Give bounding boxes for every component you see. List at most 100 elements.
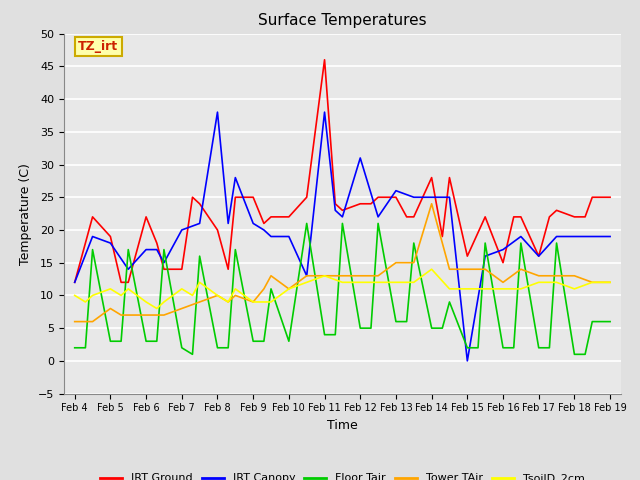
TsoilD_2cm (445, 286, 453, 292)
Tower TAir (321, 273, 328, 279)
IRT Canopy (178, 227, 186, 233)
IRT Canopy (553, 234, 561, 240)
TsoilD_2cm (81, 299, 89, 305)
Floor Tair (106, 338, 114, 344)
IRT Canopy (588, 234, 596, 240)
Line: IRT Ground: IRT Ground (75, 60, 610, 282)
IRT Ground (250, 194, 257, 200)
IRT Canopy (89, 234, 97, 240)
Tower TAir (356, 273, 364, 279)
TsoilD_2cm (339, 279, 346, 285)
Tower TAir (499, 279, 507, 285)
TsoilD_2cm (499, 286, 507, 292)
TsoilD_2cm (553, 279, 561, 285)
Tower TAir (153, 312, 161, 318)
Floor Tair (160, 247, 168, 252)
TsoilD_2cm (463, 286, 471, 292)
IRT Canopy (71, 279, 79, 285)
IRT Ground (178, 266, 186, 272)
IRT Ground (225, 266, 232, 272)
Tower TAir (285, 286, 292, 292)
Tower TAir (428, 201, 435, 207)
Tower TAir (117, 312, 125, 318)
Floor Tair (356, 325, 364, 331)
Tower TAir (410, 260, 418, 265)
Tower TAir (142, 312, 150, 318)
IRT Canopy (517, 234, 525, 240)
Floor Tair (581, 351, 589, 357)
IRT Canopy (374, 214, 382, 220)
IRT Canopy (260, 227, 268, 233)
Floor Tair (339, 220, 346, 226)
IRT Canopy (214, 109, 221, 115)
TsoilD_2cm (303, 279, 310, 285)
Floor Tair (232, 247, 239, 252)
IRT Ground (581, 214, 589, 220)
TsoilD_2cm (124, 286, 132, 292)
IRT Canopy (410, 194, 418, 200)
Floor Tair (410, 240, 418, 246)
TsoilD_2cm (285, 286, 292, 292)
TsoilD_2cm (588, 279, 596, 285)
Tower TAir (89, 319, 97, 324)
IRT Ground (545, 214, 553, 220)
IRT Ground (392, 194, 400, 200)
IRT Canopy (339, 214, 346, 220)
IRT Ground (356, 201, 364, 207)
IRT Canopy (160, 260, 168, 265)
Tower TAir (303, 273, 310, 279)
IRT Ground (499, 260, 507, 265)
IRT Ground (117, 279, 125, 285)
Tower TAir (445, 266, 453, 272)
TsoilD_2cm (321, 273, 328, 279)
TsoilD_2cm (606, 279, 614, 285)
IRT Ground (410, 214, 418, 220)
Floor Tair (553, 240, 561, 246)
Floor Tair (303, 220, 310, 226)
TsoilD_2cm (260, 299, 268, 305)
Floor Tair (481, 240, 489, 246)
IRT Ground (89, 214, 97, 220)
IRT Ground (481, 214, 489, 220)
Floor Tair (535, 345, 543, 351)
IRT Canopy (225, 220, 232, 226)
IRT Ground (71, 279, 79, 285)
Tower TAir (71, 319, 79, 324)
Tower TAir (196, 299, 204, 305)
Tower TAir (232, 292, 239, 298)
Tower TAir (463, 266, 471, 272)
TsoilD_2cm (189, 292, 196, 298)
IRT Canopy (481, 253, 489, 259)
Floor Tair (153, 338, 161, 344)
Floor Tair (285, 338, 292, 344)
IRT Ground (535, 253, 543, 259)
IRT Ground (367, 201, 375, 207)
IRT Canopy (106, 240, 114, 246)
IRT Ground (339, 207, 346, 213)
Floor Tair (178, 345, 186, 351)
TsoilD_2cm (428, 266, 435, 272)
Tower TAir (517, 266, 525, 272)
TsoilD_2cm (106, 286, 114, 292)
TsoilD_2cm (117, 292, 125, 298)
Floor Tair (403, 319, 410, 324)
IRT Ground (160, 266, 168, 272)
Tower TAir (124, 312, 132, 318)
Floor Tair (510, 345, 518, 351)
IRT Canopy (267, 234, 275, 240)
Floor Tair (517, 240, 525, 246)
Tower TAir (160, 312, 168, 318)
Floor Tair (81, 345, 89, 351)
IRT Canopy (321, 109, 328, 115)
Tower TAir (553, 273, 561, 279)
Tower TAir (225, 299, 232, 305)
TsoilD_2cm (232, 286, 239, 292)
IRT Canopy (606, 234, 614, 240)
IRT Ground (153, 240, 161, 246)
Floor Tair (367, 325, 375, 331)
TsoilD_2cm (214, 292, 221, 298)
IRT Ground (106, 234, 114, 240)
TsoilD_2cm (142, 299, 150, 305)
Floor Tair (545, 345, 553, 351)
TsoilD_2cm (89, 292, 97, 298)
